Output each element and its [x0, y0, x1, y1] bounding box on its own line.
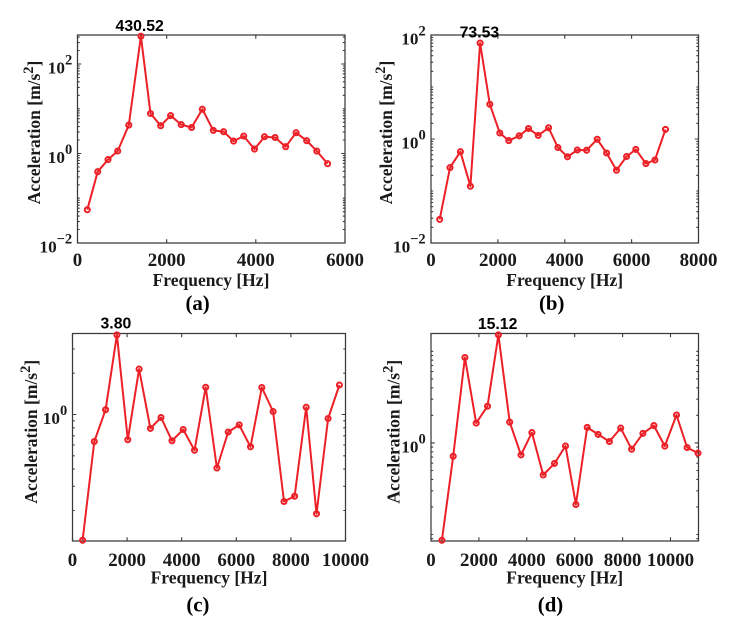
svg-text:Frequency [Hz]: Frequency [Hz] — [151, 568, 268, 588]
svg-text:10−2: 10−2 — [393, 232, 426, 257]
svg-text:0: 0 — [426, 550, 435, 571]
svg-text:4000: 4000 — [546, 250, 584, 271]
svg-text:4000: 4000 — [508, 550, 546, 571]
svg-text:2000: 2000 — [108, 550, 146, 571]
svg-text:Frequency [Hz]: Frequency [Hz] — [506, 270, 623, 290]
svg-text:0: 0 — [73, 250, 82, 271]
svg-text:Acceleration [m/s2]: Acceleration [m/s2] — [21, 61, 44, 205]
svg-text:6000: 6000 — [556, 550, 594, 571]
svg-text:73.53: 73.53 — [460, 24, 500, 41]
svg-text:(b): (b) — [539, 292, 564, 315]
svg-text:2000: 2000 — [148, 250, 186, 271]
svg-text:Acceleration [m/s2]: Acceleration [m/s2] — [381, 360, 404, 504]
svg-text:4000: 4000 — [237, 250, 275, 271]
svg-text:6000: 6000 — [613, 250, 651, 271]
svg-text:(d): (d) — [538, 593, 563, 616]
svg-text:8000: 8000 — [272, 550, 310, 571]
svg-text:Frequency [Hz]: Frequency [Hz] — [153, 270, 270, 290]
svg-text:Acceleration [m/s2]: Acceleration [m/s2] — [373, 61, 396, 205]
svg-text:(a): (a) — [185, 292, 209, 315]
svg-text:Acceleration [m/s2]: Acceleration [m/s2] — [18, 360, 41, 504]
svg-text:0: 0 — [426, 250, 435, 271]
svg-text:10000: 10000 — [322, 550, 369, 571]
svg-text:2000: 2000 — [479, 250, 517, 271]
svg-text:Frequency [Hz]: Frequency [Hz] — [506, 568, 623, 588]
svg-text:15.12: 15.12 — [478, 316, 518, 333]
svg-text:(c): (c) — [186, 593, 209, 616]
svg-text:3.80: 3.80 — [101, 315, 132, 332]
svg-text:8000: 8000 — [604, 550, 642, 571]
svg-text:8000: 8000 — [680, 250, 718, 271]
svg-text:10000: 10000 — [647, 550, 694, 571]
svg-text:4000: 4000 — [163, 550, 201, 571]
svg-text:430.52: 430.52 — [116, 18, 165, 35]
svg-text:6000: 6000 — [217, 550, 255, 571]
svg-text:0: 0 — [68, 550, 77, 571]
svg-text:2000: 2000 — [460, 550, 498, 571]
svg-text:6000: 6000 — [326, 250, 364, 271]
